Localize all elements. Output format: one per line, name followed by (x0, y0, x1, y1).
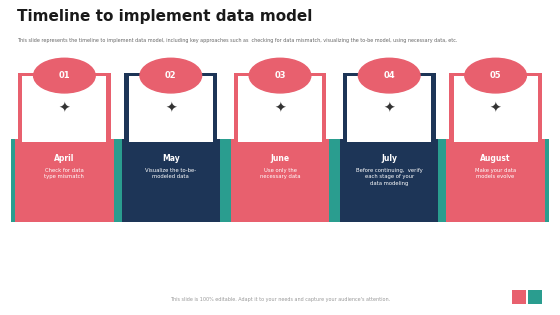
FancyBboxPatch shape (343, 73, 436, 144)
Circle shape (249, 58, 311, 93)
Text: 03: 03 (274, 71, 286, 80)
Circle shape (140, 58, 202, 93)
Text: Use only the
necessary data: Use only the necessary data (260, 168, 300, 180)
FancyBboxPatch shape (449, 73, 542, 144)
Text: ✦: ✦ (490, 102, 501, 116)
Text: This slide is 100% editable. Adapt it to your needs and capture your audience's : This slide is 100% editable. Adapt it to… (170, 297, 390, 302)
Circle shape (358, 58, 420, 93)
Text: ✦: ✦ (59, 102, 70, 116)
FancyBboxPatch shape (528, 290, 542, 304)
FancyBboxPatch shape (234, 73, 326, 144)
Text: Visualize the to-be-
modeled data: Visualize the to-be- modeled data (145, 168, 197, 180)
Text: August: August (480, 154, 511, 163)
Text: ✦: ✦ (274, 102, 286, 116)
Text: ✦: ✦ (165, 102, 176, 116)
FancyBboxPatch shape (347, 76, 431, 142)
Text: June: June (270, 154, 290, 163)
FancyBboxPatch shape (15, 139, 114, 222)
FancyBboxPatch shape (18, 73, 111, 144)
FancyBboxPatch shape (124, 73, 217, 144)
FancyBboxPatch shape (122, 139, 220, 222)
Text: 04: 04 (384, 71, 395, 80)
Text: May: May (162, 154, 180, 163)
FancyBboxPatch shape (454, 76, 538, 142)
Text: This slide represents the timeline to implement data model, including key approa: This slide represents the timeline to im… (17, 38, 457, 43)
FancyBboxPatch shape (340, 139, 438, 222)
Text: ✦: ✦ (384, 102, 395, 116)
Text: Make your data
models evolve: Make your data models evolve (475, 168, 516, 180)
Text: July: July (381, 154, 397, 163)
Text: 01: 01 (59, 71, 70, 80)
FancyBboxPatch shape (129, 76, 213, 142)
Text: Before continuing,  verify
each stage of your
data modeling: Before continuing, verify each stage of … (356, 168, 423, 186)
FancyBboxPatch shape (231, 139, 329, 222)
Text: 05: 05 (490, 71, 501, 80)
Text: Check for data
type mismatch: Check for data type mismatch (44, 168, 85, 180)
Circle shape (465, 58, 526, 93)
FancyBboxPatch shape (11, 139, 549, 222)
FancyBboxPatch shape (238, 76, 322, 142)
Text: 02: 02 (165, 71, 176, 80)
FancyBboxPatch shape (446, 139, 545, 222)
Circle shape (34, 58, 95, 93)
Text: April: April (54, 154, 74, 163)
Text: Timeline to implement data model: Timeline to implement data model (17, 9, 312, 25)
FancyBboxPatch shape (22, 76, 106, 142)
FancyBboxPatch shape (512, 290, 526, 304)
